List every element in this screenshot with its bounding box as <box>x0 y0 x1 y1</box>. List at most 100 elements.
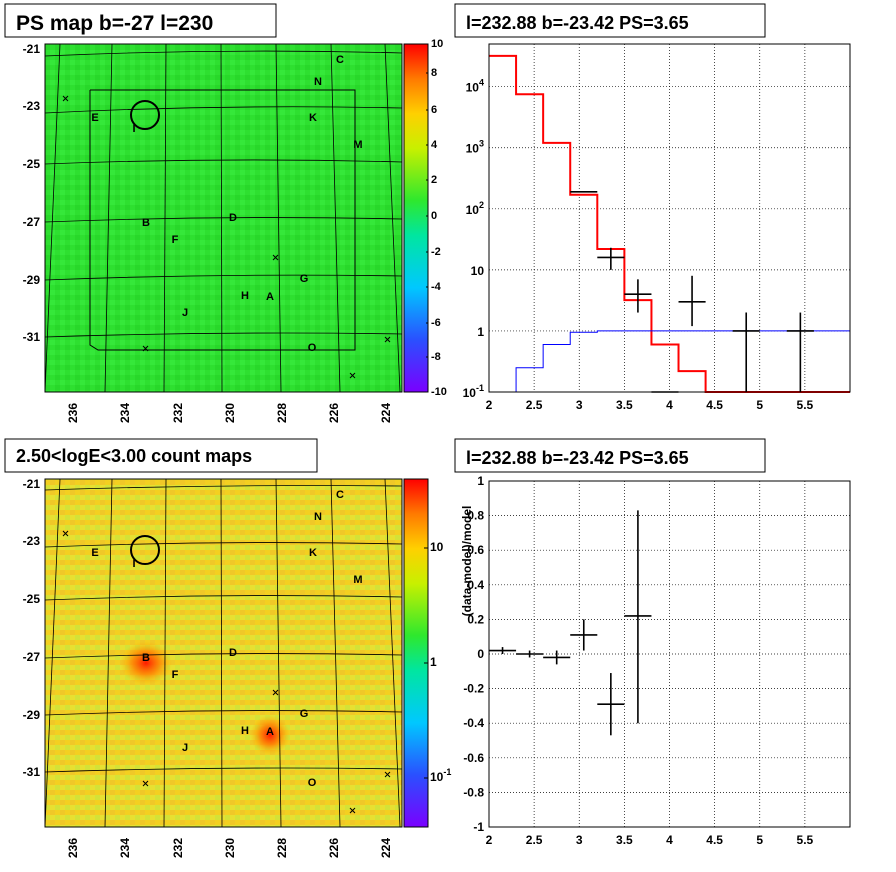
map-x-tick: 228 <box>275 403 289 423</box>
source-label: N <box>314 511 322 523</box>
map-x-tick: 236 <box>66 838 80 858</box>
map-x-tick: 230 <box>223 838 237 858</box>
source-label: A <box>266 726 274 738</box>
ps-colorbar-label: -2 <box>431 246 441 258</box>
ps-map-colorbar <box>403 43 429 393</box>
count-map-frame <box>44 478 403 828</box>
map-y-tick: -21 <box>23 42 41 56</box>
source-label: K <box>309 112 317 124</box>
source-label: J <box>182 307 188 319</box>
chart1-y-tick: 10 <box>471 264 485 278</box>
map-y-tick: -27 <box>23 650 41 664</box>
source-label: F <box>172 669 179 681</box>
map-y-tick: -23 <box>23 99 41 113</box>
chart2-y-tick: -0.2 <box>463 682 484 696</box>
count-map-image <box>45 479 402 827</box>
chart2-y-tick: 0.4 <box>467 578 484 592</box>
chart2-y-tick: 0.2 <box>467 612 484 626</box>
source-label: M <box>353 139 362 151</box>
chart2-y-tick: -0.8 <box>463 785 484 799</box>
ps-colorbar-label: 0 <box>431 210 437 222</box>
chart2-y-tick: -0.6 <box>463 751 484 765</box>
chart2-x-tick: 4.5 <box>706 833 723 847</box>
map-x-tick: 234 <box>118 838 132 858</box>
ps-colorbar-label: -10 <box>431 386 447 398</box>
source-label: G <box>300 708 309 720</box>
panel-bl-title: 2.50<logE<3.00 count maps <box>16 446 252 466</box>
chart2-y-tick: 0 <box>477 647 484 661</box>
source-label: O <box>308 342 317 354</box>
chart2-x-tick: 3.5 <box>616 833 633 847</box>
ps-map-test-source-circle <box>130 100 160 130</box>
chart1-frame <box>488 43 851 393</box>
panel-tl-title: PS map b=-27 l=230 <box>16 12 213 35</box>
source-label: O <box>308 777 317 789</box>
ps-colorbar-label: 6 <box>431 104 437 116</box>
source-label: J <box>182 742 188 754</box>
map-y-tick: -29 <box>23 273 41 287</box>
map-x-tick: 236 <box>66 403 80 423</box>
map-y-tick: -23 <box>23 534 41 548</box>
map-y-tick: -21 <box>23 477 41 491</box>
map-cross-markers <box>62 95 391 814</box>
source-label: H <box>241 290 249 302</box>
ps-map-frame <box>44 43 403 393</box>
panel-br-title: l=232.88 b=-23.42 PS=3.65 <box>466 448 689 468</box>
map-x-tick: 228 <box>275 838 289 858</box>
chart1-y-tick: 103 <box>466 139 484 156</box>
map-x-tick: 224 <box>379 838 393 858</box>
chart1-x-tick: 2 <box>486 398 493 412</box>
source-label: C <box>336 489 344 501</box>
chart1-x-tick: 3.5 <box>616 398 633 412</box>
count-map-coordinate-grid <box>44 478 403 828</box>
panel-tr-title-box <box>454 3 766 38</box>
source-label: I <box>132 558 135 570</box>
ps-colorbar-label: 2 <box>431 174 437 186</box>
source-label: B <box>142 652 150 664</box>
source-label: K <box>309 547 317 559</box>
chart2-x-tick: 4 <box>666 833 673 847</box>
chart2-y-tick: -0.4 <box>463 716 484 730</box>
source-label: I <box>132 123 135 135</box>
ps-colorbar-label: 10 <box>431 38 443 50</box>
source-label: D <box>229 212 237 224</box>
chart2-y-tick: 0.8 <box>467 509 484 523</box>
chart2-y-axis-label: (data-model)/model <box>460 506 474 617</box>
source-label: M <box>353 574 362 586</box>
chart1-y-tick: 1 <box>477 325 484 339</box>
source-label: E <box>91 547 98 559</box>
ps-colorbar-label: 8 <box>431 67 437 79</box>
map-y-tick: -25 <box>23 592 41 606</box>
chart1-x-tick: 5.5 <box>797 398 814 412</box>
chart1-x-tick: 2.5 <box>526 398 543 412</box>
chart2-y-tick: 0.6 <box>467 543 484 557</box>
map-x-tick: 234 <box>118 403 132 423</box>
chart2-y-tick: 1 <box>477 474 484 488</box>
chart2-y-tick: -1 <box>473 820 484 834</box>
map-x-tick: 230 <box>223 403 237 423</box>
map-y-tick: -31 <box>23 765 41 779</box>
source-label: C <box>336 54 344 66</box>
map-x-tick: 232 <box>171 403 185 423</box>
panel-br-title-box <box>454 438 766 473</box>
map-x-tick: 224 <box>379 403 393 423</box>
source-label: A <box>266 291 274 303</box>
chart1-y-tick: 102 <box>466 200 484 217</box>
map-y-tick: -29 <box>23 708 41 722</box>
chart1-x-tick: 4 <box>666 398 673 412</box>
map-y-tick: -27 <box>23 215 41 229</box>
model-background-step-line <box>489 330 850 393</box>
source-label: E <box>91 112 98 124</box>
ps-colorbar-label: -8 <box>431 351 441 363</box>
panel-tr-title: l=232.88 b=-23.42 PS=3.65 <box>466 13 689 33</box>
ps-map-coordinate-grid <box>44 43 403 393</box>
chart1-x-tick: 5 <box>756 398 763 412</box>
chart1-y-tick: 10-1 <box>463 383 484 400</box>
map-y-tick: -25 <box>23 157 41 171</box>
count-colorbar-label: 10 <box>430 540 444 554</box>
source-label: D <box>229 647 237 659</box>
chart1-x-tick: 4.5 <box>706 398 723 412</box>
chart1-x-tick: 3 <box>576 398 583 412</box>
chart2-x-tick: 5.5 <box>797 833 814 847</box>
